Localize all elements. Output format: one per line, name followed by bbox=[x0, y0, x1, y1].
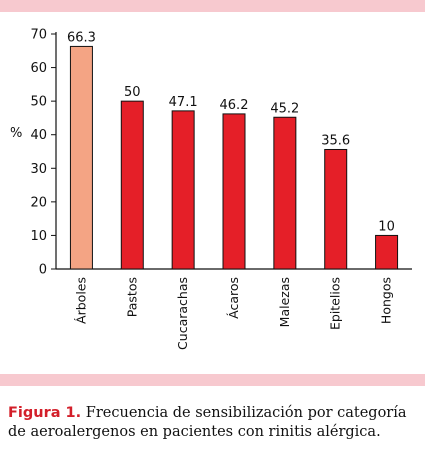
bar bbox=[69, 45, 93, 270]
y-tick-label: 10 bbox=[30, 229, 47, 244]
bar-value-label: 35.6 bbox=[321, 133, 350, 148]
category-labels: Árboles Pastos Cucarachas Ácaros Malezas Epit… bbox=[73, 277, 393, 350]
bar-value-label: 45.2 bbox=[270, 101, 299, 116]
bar-value-label: 47.1 bbox=[169, 95, 198, 110]
top-decorative-band bbox=[0, 0, 425, 12]
bar bbox=[222, 113, 246, 270]
data-labels: 66.3 50 47.1 46.2 45.2 35.6 10 bbox=[67, 30, 395, 234]
category-label: Cucarachas bbox=[175, 277, 190, 350]
y-tick-label: 50 bbox=[30, 95, 47, 110]
category-label: Hongos bbox=[379, 277, 394, 324]
y-tick-label: 30 bbox=[30, 162, 47, 177]
bottom-decorative-band bbox=[0, 374, 425, 386]
y-tick-label: 60 bbox=[30, 61, 47, 76]
caption-tag: Figura 1. bbox=[8, 405, 82, 421]
caption-text: Frecuencia de sensibilización por catego… bbox=[8, 405, 407, 440]
category-label: Malezas bbox=[277, 277, 292, 327]
y-tick-label: 20 bbox=[30, 195, 47, 210]
bar-chart: 0 10 20 30 40 50 60 70 66.3 50 47.1 46.2 45.2 35.6 10… bbox=[10, 28, 412, 350]
y-tick-label: 70 bbox=[30, 28, 47, 43]
y-tick-label: 40 bbox=[30, 128, 47, 143]
y-axis: 0 10 20 30 40 50 60 70 bbox=[30, 28, 412, 278]
y-tick-label: 0 bbox=[39, 263, 47, 278]
bar-value-label: 50 bbox=[124, 85, 141, 100]
y-axis-label: % bbox=[10, 126, 22, 141]
category-label: Pastos bbox=[124, 277, 139, 317]
bar-value-label: 10 bbox=[378, 219, 395, 234]
category-label: Ácaros bbox=[226, 277, 241, 319]
bar bbox=[273, 116, 297, 270]
category-label: Árboles bbox=[73, 277, 88, 324]
bar-value-label: 46.2 bbox=[220, 98, 249, 113]
category-label: Epitelios bbox=[328, 277, 343, 330]
bars bbox=[69, 45, 399, 270]
bar-value-label: 66.3 bbox=[67, 30, 96, 45]
bar bbox=[120, 100, 144, 270]
bar bbox=[375, 234, 399, 270]
bar bbox=[171, 110, 195, 270]
bar bbox=[324, 148, 348, 270]
figure-caption: Figura 1. Frecuencia de sensibilización … bbox=[8, 404, 420, 442]
